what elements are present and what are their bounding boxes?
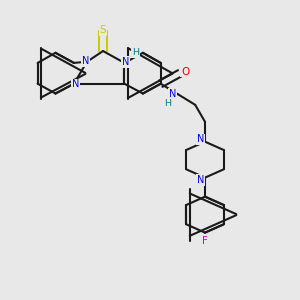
Text: N: N xyxy=(197,134,204,144)
Text: F: F xyxy=(202,236,208,246)
Text: N: N xyxy=(122,57,129,67)
Text: N: N xyxy=(197,175,204,185)
Text: O: O xyxy=(181,67,189,76)
Text: S: S xyxy=(100,25,106,35)
Text: H: H xyxy=(132,48,139,57)
Text: N: N xyxy=(169,89,176,99)
Text: H: H xyxy=(164,98,171,107)
Text: N: N xyxy=(82,56,89,66)
Text: N: N xyxy=(72,79,79,89)
